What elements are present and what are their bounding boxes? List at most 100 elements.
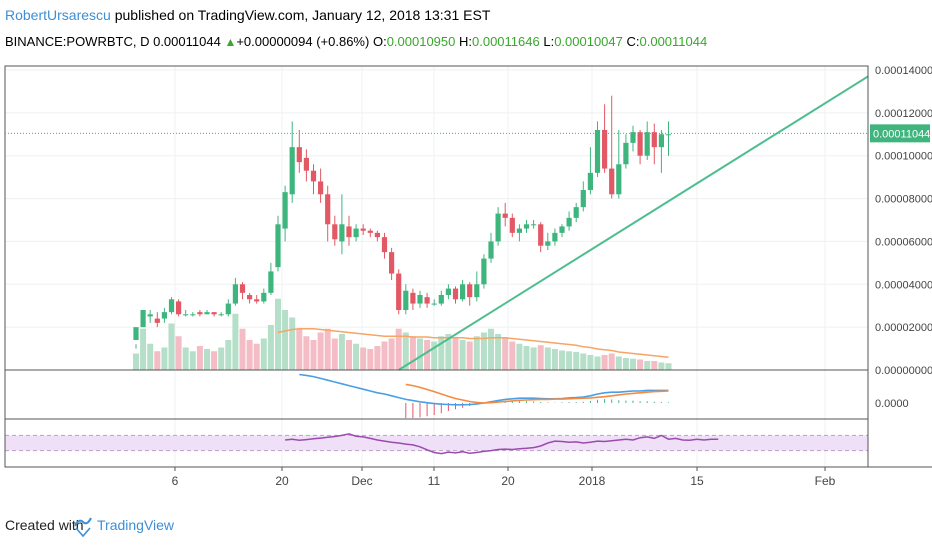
- price-axis[interactable]: 0.00014000 0.00012000 0.00010000 0.00008000…: [5, 65, 932, 410]
- volume-bar: [566, 351, 573, 370]
- author-link[interactable]: RobertUrsarescu: [5, 7, 111, 23]
- tradingview-brand[interactable]: TradingView: [97, 517, 175, 533]
- volume-bar: [665, 363, 672, 370]
- volume-bar: [360, 347, 367, 370]
- volume-bar: [374, 346, 381, 370]
- chart-frame: [4, 65, 869, 468]
- candle-body: [254, 299, 260, 302]
- candle-body: [168, 299, 175, 313]
- trendline[interactable]: [398, 75, 869, 371]
- candle-body: [261, 292, 267, 302]
- volume-bar: [488, 328, 494, 370]
- candle-body: [417, 295, 423, 304]
- time-tick-label: 2018: [579, 474, 606, 488]
- candle-body: [239, 284, 246, 293]
- volume-bar: [559, 350, 565, 370]
- volume-bar: [253, 343, 260, 370]
- candle-body: [310, 170, 317, 182]
- candle-body: [147, 314, 153, 317]
- volume-bar: [417, 338, 423, 370]
- volume-bar: [275, 298, 281, 370]
- candle-body: [389, 252, 395, 274]
- candle-body: [424, 297, 430, 304]
- time-axis[interactable]: 6 20 Dec 11 20 2018 15 Feb: [172, 467, 836, 488]
- volume-bar: [168, 323, 175, 370]
- volume-bar: [196, 346, 203, 370]
- volume-bar: [232, 313, 239, 370]
- macd-pane: [299, 373, 669, 418]
- candle-body: [339, 224, 345, 242]
- candle-body: [623, 142, 629, 165]
- candle-body: [665, 134, 672, 136]
- candle-body: [495, 213, 501, 242]
- volume-bar: [303, 336, 310, 370]
- price-tick-label: 0.00000000: [875, 365, 932, 377]
- candle-body: [587, 172, 593, 190]
- candle-body: [531, 224, 537, 226]
- volume-bar: [459, 340, 466, 370]
- last-price-label: 0.00011044: [873, 128, 930, 140]
- candle-body: [538, 224, 544, 246]
- published-info: published on TradingView.com, January 12…: [110, 7, 491, 23]
- volume-bar: [495, 334, 502, 370]
- candle-body: [353, 228, 359, 238]
- volume-bar: [260, 338, 267, 370]
- header: RobertUrsarescu published on TradingView…: [0, 0, 932, 62]
- symbol-line: BINANCE:POWRBTC, D 0.00011044 ▲+0.000000…: [5, 34, 707, 49]
- symbol-name[interactable]: BINANCE:POWRBTC, D: [5, 34, 150, 49]
- candle-body: [594, 130, 601, 173]
- candle-body: [481, 258, 487, 285]
- candle-body: [374, 232, 380, 238]
- candle-body: [396, 273, 402, 310]
- price-tick-label: 0.00014000: [875, 65, 932, 77]
- volume-bar: [622, 358, 629, 370]
- volume-bar: [246, 340, 253, 370]
- price-tick-label: 0.00002000: [875, 322, 932, 334]
- candle-body: [509, 217, 515, 233]
- price-tick-label: 0.00004000: [875, 279, 932, 291]
- volume-bar: [346, 340, 352, 370]
- candle-body: [275, 224, 281, 268]
- candle-body: [658, 134, 664, 148]
- volume-bar: [637, 359, 644, 370]
- volume-bar: [409, 336, 416, 370]
- tradingview-logo-icon[interactable]: [72, 512, 94, 538]
- volume-bar: [154, 351, 161, 370]
- candle-body: [644, 132, 650, 156]
- pane-frames: [4, 65, 932, 468]
- candle-body: [523, 224, 530, 229]
- volume-bar: [601, 355, 608, 370]
- last-price: 0.00011044: [153, 34, 221, 49]
- candle-body: [140, 310, 146, 328]
- price-change: +0.00000094 (+0.86%): [236, 34, 370, 49]
- candle-body: [460, 284, 466, 300]
- volume-bar: [516, 343, 523, 370]
- candle-body: [303, 157, 309, 171]
- volume-bar: [608, 353, 615, 370]
- candle-body: [161, 312, 167, 319]
- time-tick-label: 15: [690, 474, 704, 488]
- candle-body: [403, 290, 409, 310]
- candles[interactable]: [133, 95, 672, 349]
- volume-bar: [644, 361, 651, 370]
- high-value: 0.00011646: [472, 34, 540, 49]
- candle-body: [183, 314, 189, 316]
- candle-body: [133, 327, 139, 340]
- candle-body: [381, 237, 388, 253]
- volume-bar: [140, 328, 147, 370]
- candle-body: [637, 132, 643, 156]
- candle-body: [516, 228, 522, 233]
- volume-bar: [324, 328, 331, 370]
- volume-bar: [296, 328, 303, 370]
- volume-bar: [431, 341, 438, 370]
- candle-body: [176, 301, 182, 315]
- candle-body: [566, 217, 572, 227]
- volume-bar: [615, 356, 622, 370]
- price-tick-label: 0.00010000: [875, 151, 932, 163]
- candle-body: [332, 224, 338, 240]
- footer: Created with TradingView: [0, 506, 932, 550]
- time-tick-label: Dec: [351, 474, 372, 488]
- candle-body: [282, 192, 288, 229]
- price-chart[interactable]: 0.00014000 0.00012000 0.00010000 0.00008000…: [0, 62, 932, 494]
- candle-body: [154, 318, 160, 323]
